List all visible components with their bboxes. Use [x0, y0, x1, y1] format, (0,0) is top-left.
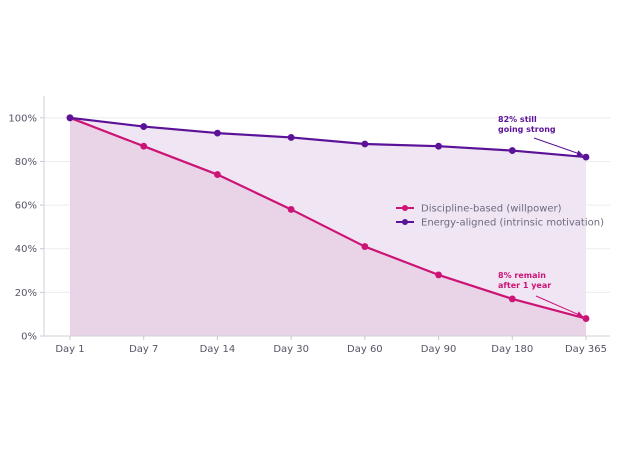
data-point	[140, 142, 148, 150]
data-point	[361, 140, 369, 148]
series-lines	[69, 116, 587, 320]
x-tick-label: Day 7	[129, 344, 158, 355]
legend-swatch-marker	[402, 219, 408, 225]
y-tick-label: 80%	[15, 157, 37, 168]
x-tick-label: Day 365	[565, 344, 607, 355]
x-tick-label: Day 14	[200, 344, 236, 355]
annotation-arrow	[533, 137, 584, 156]
series-points	[66, 114, 590, 322]
annotations: 82% still going strong 8% remain after 1 ye…	[498, 115, 584, 318]
annotation-line: 82% still	[498, 115, 537, 124]
annotation-line: 8% remain	[498, 271, 546, 280]
y-tick-label: 20%	[15, 288, 37, 299]
data-point	[287, 206, 295, 213]
annotation-line: after 1 year	[498, 281, 551, 290]
data-point	[66, 114, 74, 122]
legend: Discipline-based (willpower) Energy-align…	[396, 204, 604, 229]
x-tick-label: Day 1	[55, 344, 84, 355]
data-point	[435, 271, 442, 279]
x-tick-label: Day 180	[491, 344, 533, 355]
data-point	[140, 123, 148, 130]
data-point	[287, 134, 295, 141]
data-point	[582, 315, 590, 322]
x-tick-label: Day 90	[421, 344, 457, 355]
annotation-arrowhead	[576, 150, 583, 156]
y-tick-label: 40%	[15, 244, 37, 255]
data-point	[435, 142, 442, 150]
x-tick-label: Day 30	[273, 344, 309, 355]
legend-swatch-marker	[402, 205, 408, 211]
annotation-arrowhead	[576, 311, 583, 317]
axes	[40, 96, 610, 340]
x-tick-label: Day 60	[347, 344, 383, 355]
data-point	[508, 295, 516, 303]
data-point	[582, 153, 590, 161]
series-line-0	[69, 116, 587, 320]
legend-label: Discipline-based (willpower)	[421, 204, 562, 215]
annotation-line: going strong	[498, 125, 556, 134]
data-point	[508, 147, 516, 154]
y-tick-label: 60%	[15, 201, 37, 212]
annotation-text: 8% remain after 1 year	[498, 271, 551, 290]
legend-label: Energy-aligned (intrinsic motivation)	[421, 218, 604, 229]
series-line-1	[69, 116, 587, 159]
data-point	[214, 171, 221, 178]
y-tick-label: 100%	[8, 113, 37, 124]
annotation-arrow	[535, 295, 584, 318]
y-tick-label: 0%	[21, 332, 37, 343]
annotation-text: 82% still going strong	[498, 115, 556, 134]
data-point	[214, 129, 221, 137]
tick-labels: 0% 20% 40% 60% 80% 100% Day 1 Day 7 Day 14 Day 30…	[8, 113, 607, 355]
data-point	[361, 243, 369, 250]
